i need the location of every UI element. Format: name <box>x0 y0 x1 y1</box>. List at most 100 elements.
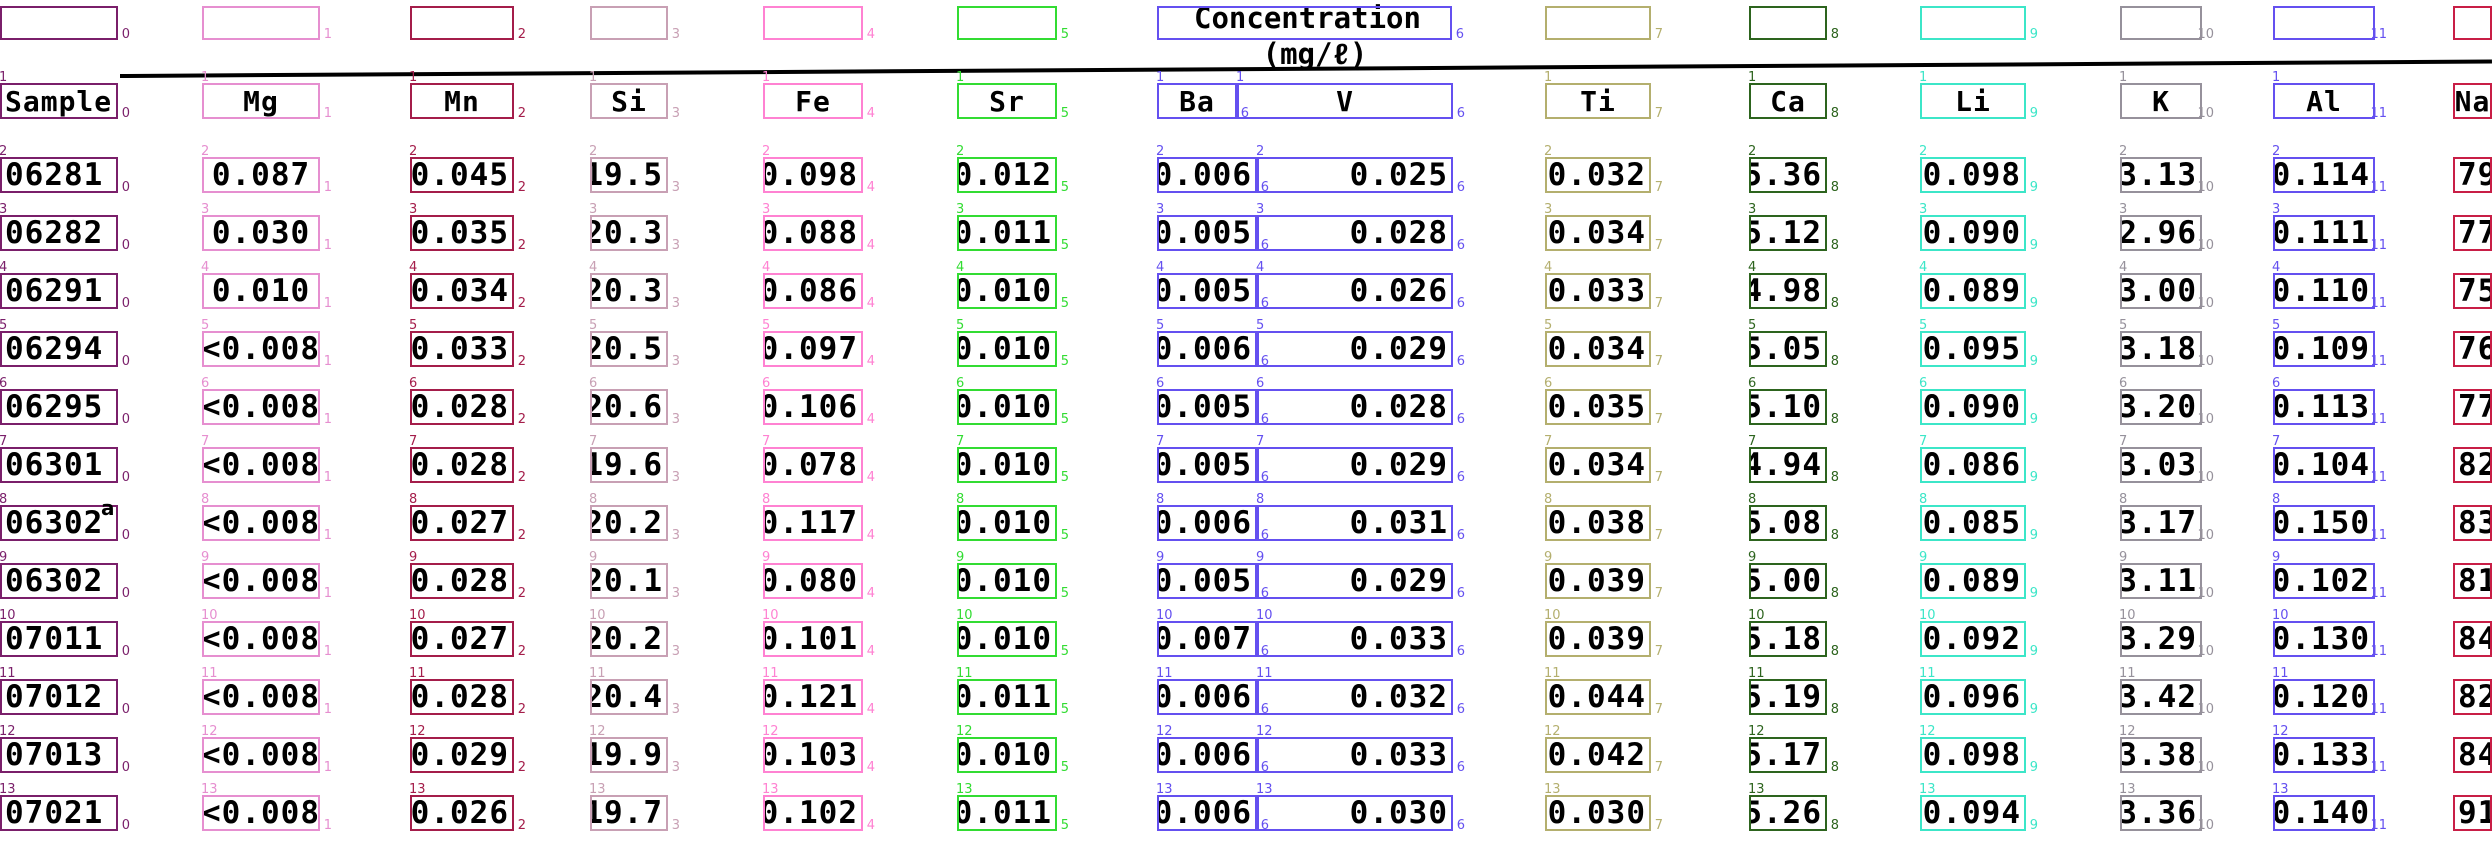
column-header-sample: Sample 1 0 <box>0 71 130 120</box>
column-index-label: 7 <box>1654 586 1663 601</box>
table-cell-text: 0.140 <box>2275 797 2370 829</box>
table-cell-text: 2.96 <box>2122 217 2197 249</box>
row-index-label: 10 <box>0 608 16 623</box>
table-cell-text: 0.011 <box>959 681 1052 713</box>
column-index-label: 6 <box>1456 818 1465 833</box>
column-index-label: 1 <box>323 470 332 485</box>
table-cell-text: 19.7 <box>592 797 663 829</box>
column-header-k: K 1 10 <box>2119 71 2214 120</box>
table-cell-text: 3.00 <box>2122 275 2197 307</box>
row-index-label: 2 <box>409 144 418 159</box>
row-index-label: 7 <box>1544 434 1553 449</box>
table-cell-text: 06302 <box>5 507 104 539</box>
column-index-label: 2 <box>517 470 526 485</box>
column-index-label: 6 <box>1260 238 1269 253</box>
table-cell: 83 <box>2453 505 2492 541</box>
table-cell: 0.044 11 7 <box>1544 667 1663 716</box>
column-index-label: 5 <box>1060 27 1069 42</box>
table-cell: 0.114 2 11 <box>2272 145 2387 194</box>
row-index-label: 8 <box>2272 492 2281 507</box>
table-cell-text: 4.94 <box>1751 449 1822 481</box>
column-index-label: 9 <box>2029 702 2038 717</box>
column-index-label: 6 <box>1455 27 1464 42</box>
table-cell: 4.98 4 8 <box>1748 261 1839 310</box>
table-cell: 0.098 2 9 <box>1919 145 2038 194</box>
table-cell-text: 0.028 <box>1349 217 1448 249</box>
table-cell-text: 0.150 <box>2275 507 2370 539</box>
table-cell: 84 <box>2453 737 2492 773</box>
row-index-label: 12 <box>1256 724 1273 739</box>
column-index-label: 6 <box>1456 528 1465 543</box>
row-index-label: 9 <box>1919 550 1928 565</box>
table-cell: 0.150 8 11 <box>2272 493 2387 542</box>
column-header-fe: Fe 1 4 <box>762 71 875 120</box>
table-cell: 0.033 12 6 <box>1256 725 1465 774</box>
table-cell-text: 0.089 <box>1922 275 2021 307</box>
table-cell: <0.008 11 1 <box>201 667 332 716</box>
row-index-label: 7 <box>409 434 418 449</box>
table-cell: 0.006 12 6 <box>1156 725 1269 774</box>
table-cell-text: <0.008 <box>204 739 318 771</box>
column-header-si: Si 1 3 <box>589 71 680 120</box>
column-index-label: 1 <box>323 238 332 253</box>
table-cell-text: 06282 <box>5 217 104 249</box>
row-index-label: 2 <box>0 144 8 159</box>
table-cell-text: 0.086 <box>765 275 858 307</box>
table-cell-text: 5.18 <box>1751 623 1822 655</box>
table-cell: 0.030 3 1 <box>201 203 332 252</box>
table-cell: 0.104 7 11 <box>2272 435 2387 484</box>
column-index-label: 3 <box>671 354 680 369</box>
column-index-label: 4 <box>866 470 875 485</box>
column-index-label: 2 <box>517 296 526 311</box>
table-cell-text: 3.11 <box>2122 565 2197 597</box>
column-index-label: 3 <box>671 27 680 42</box>
column-index-label: 1 <box>323 702 332 717</box>
table-cell-text: 0.010 <box>959 739 1052 771</box>
table-cell-text: 79 <box>2458 159 2490 191</box>
table-cell: 20.3 3 3 <box>589 203 680 252</box>
row-index-label: 5 <box>1919 318 1928 333</box>
table-cell: 0.010 4 5 <box>956 261 1069 310</box>
row-index-label: 3 <box>589 202 598 217</box>
table-cell-text: 0.033 <box>412 333 509 365</box>
table-cell: 0.030 13 7 <box>1544 783 1663 832</box>
row-index-label: 7 <box>1156 434 1165 449</box>
table-cell-text: 0.030 <box>1349 797 1448 829</box>
table-cell: 3.00 4 10 <box>2119 261 2214 310</box>
table-cell: 0.006 11 6 <box>1156 667 1269 716</box>
row-index-label: 11 <box>1919 666 1936 681</box>
table-cell-text: 82 <box>2458 449 2490 481</box>
column-index-label: 6 <box>1260 296 1269 311</box>
column-index-label: 6 <box>1260 644 1269 659</box>
table-cell-text: 0.086 <box>1922 449 2021 481</box>
table-cell: 0.011 3 5 <box>956 203 1069 252</box>
row-index-label: 6 <box>2272 376 2281 391</box>
table-cell-text: 81 <box>2458 565 2490 597</box>
column-header-mn: Mn 1 2 <box>409 71 526 120</box>
column-index-label: 8 <box>1830 180 1839 195</box>
row-index-label: 2 <box>956 144 965 159</box>
column-index-label: 1 <box>323 180 332 195</box>
row-index-label: 7 <box>2119 434 2128 449</box>
table-cell: 0.006 2 6 <box>1156 145 1269 194</box>
table-cell: 0.039 10 7 <box>1544 609 1663 658</box>
column-index-label: 6 <box>1456 354 1465 369</box>
table-cell: 0.095 5 9 <box>1919 319 2038 368</box>
row-index-label: 5 <box>1748 318 1757 333</box>
row-index-label: 2 <box>1748 144 1757 159</box>
row-index-label: 11 <box>1156 666 1173 681</box>
table-cell: 0.109 5 11 <box>2272 319 2387 368</box>
column-index-label: 4 <box>866 528 875 543</box>
column-index-label: 4 <box>866 238 875 253</box>
column-index-label: 5 <box>1060 296 1069 311</box>
column-index-label: 11 <box>2370 470 2387 485</box>
table-cell: 75 <box>2453 273 2492 309</box>
table-cell: 0.028 6 2 <box>409 377 526 426</box>
top-box: 10 <box>2120 6 2214 41</box>
row-index-label: 9 <box>1748 550 1757 565</box>
column-header-li: Li 1 9 <box>1919 71 2038 120</box>
column-index-label: 6 <box>1240 106 1249 121</box>
column-index-label: 11 <box>2370 702 2387 717</box>
table-cell-text: 0.005 <box>1159 217 1252 249</box>
table-cell: 19.6 7 3 <box>589 435 680 484</box>
